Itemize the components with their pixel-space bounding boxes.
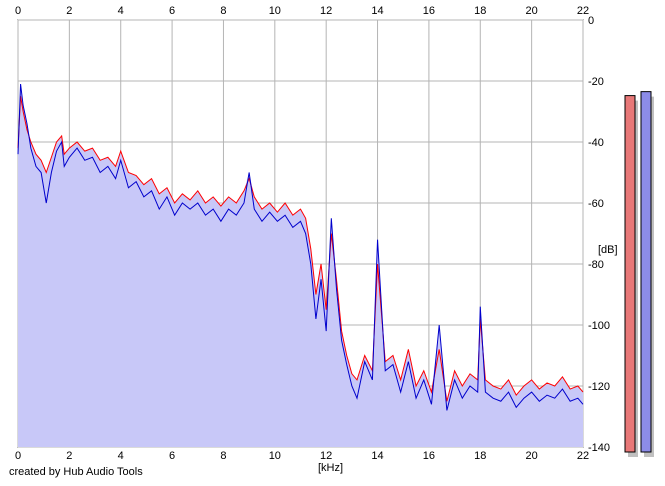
x-tick-bottom: 4 <box>118 450 124 462</box>
y-tick: 0 <box>588 15 594 27</box>
level-meters <box>624 91 654 457</box>
level-meter-1 <box>624 95 636 453</box>
credit-text: created by Hub Audio Tools <box>9 466 143 478</box>
y-tick: -140 <box>588 442 610 454</box>
x-tick-top: 6 <box>169 5 175 17</box>
x-tick-top: 10 <box>269 5 281 17</box>
x-tick-top: 16 <box>423 5 435 17</box>
x-tick-top: 12 <box>320 5 332 17</box>
ticks: 002244668810101212141416161818202022220-… <box>15 5 610 462</box>
x-tick-bottom: 6 <box>169 450 175 462</box>
y-tick: -40 <box>588 137 604 149</box>
x-tick-top: 4 <box>118 5 124 17</box>
x-tick-bottom: 12 <box>320 450 332 462</box>
x-tick-bottom: 16 <box>423 450 435 462</box>
x-tick-top: 2 <box>66 5 72 17</box>
x-tick-bottom: 0 <box>15 450 21 462</box>
y-tick: -20 <box>588 76 604 88</box>
x-tick-bottom: 14 <box>371 450 383 462</box>
x-tick-top: 14 <box>371 5 383 17</box>
series-line-2 <box>17 83 584 411</box>
spectrum-lines <box>17 83 584 411</box>
x-tick-top: 8 <box>220 5 226 17</box>
x-tick-top: 22 <box>577 5 589 17</box>
level-meter-2 <box>640 91 652 453</box>
y-tick: -120 <box>588 381 610 393</box>
y-tick: -80 <box>588 259 604 271</box>
x-axis-label: [kHz] <box>318 462 343 474</box>
y-tick: -60 <box>588 198 604 210</box>
x-tick-bottom: 2 <box>66 450 72 462</box>
x-tick-top: 18 <box>474 5 486 17</box>
x-tick-bottom: 20 <box>526 450 538 462</box>
y-axis-label: [dB] <box>598 244 618 256</box>
x-tick-bottom: 18 <box>474 450 486 462</box>
y-tick: -100 <box>588 320 610 332</box>
x-tick-bottom: 22 <box>577 450 589 462</box>
x-tick-bottom: 8 <box>220 450 226 462</box>
x-tick-top: 0 <box>15 5 21 17</box>
x-tick-top: 20 <box>526 5 538 17</box>
x-tick-bottom: 10 <box>269 450 281 462</box>
